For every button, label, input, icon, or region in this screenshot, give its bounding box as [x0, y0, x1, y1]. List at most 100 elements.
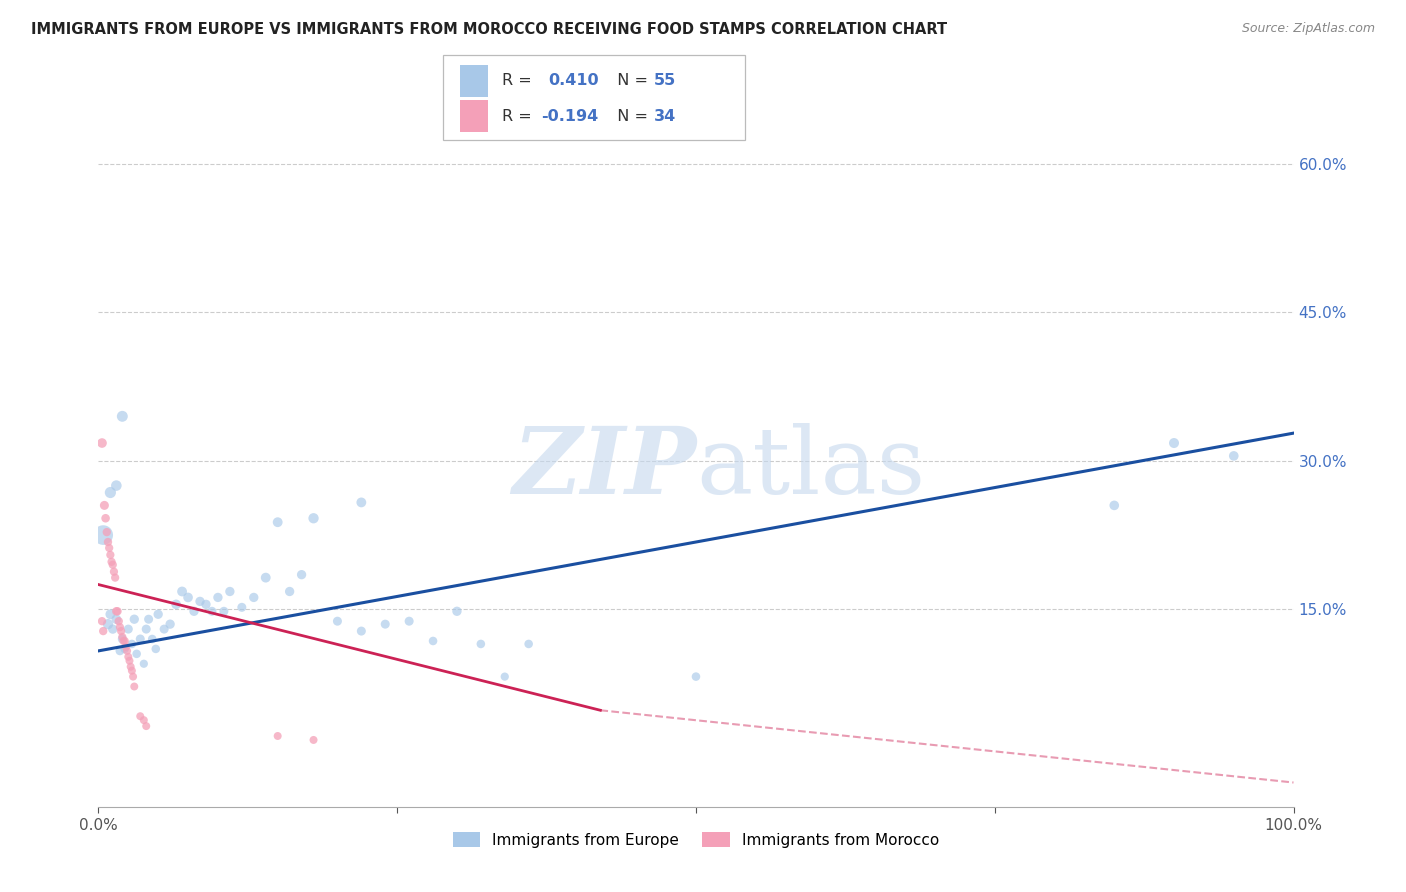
Point: [104, 571, 127, 585]
Point: [398, 614, 420, 628]
Point: [114, 634, 136, 648]
Point: [103, 565, 125, 579]
Point: [121, 637, 143, 651]
Point: [97, 535, 120, 549]
Point: [97, 617, 120, 632]
Point: [122, 670, 145, 684]
Point: [115, 640, 138, 654]
Point: [350, 624, 373, 638]
Point: [98, 607, 122, 622]
Point: [105, 604, 128, 618]
Point: [91, 624, 114, 638]
Point: [98, 485, 122, 500]
Point: [446, 604, 468, 618]
Point: [422, 634, 444, 648]
Point: [302, 733, 325, 747]
Point: [111, 630, 134, 644]
Text: -0.194: -0.194: [541, 109, 599, 124]
Text: N =: N =: [607, 73, 654, 88]
Text: ZIP: ZIP: [512, 423, 696, 513]
Point: [132, 657, 155, 671]
Point: [141, 632, 163, 646]
Point: [117, 649, 139, 664]
Point: [148, 607, 170, 622]
Point: [494, 670, 516, 684]
Text: IMMIGRANTS FROM EUROPE VS IMMIGRANTS FROM MOROCCO RECEIVING FOOD STAMPS CORRELAT: IMMIGRANTS FROM EUROPE VS IMMIGRANTS FRO…: [31, 22, 948, 37]
Point: [118, 654, 141, 668]
Point: [177, 591, 200, 605]
Point: [101, 622, 124, 636]
Text: 55: 55: [654, 73, 676, 88]
Point: [111, 409, 134, 424]
Point: [374, 617, 396, 632]
Point: [101, 558, 124, 572]
Text: R =: R =: [502, 73, 541, 88]
Point: [94, 511, 117, 525]
Point: [114, 641, 136, 656]
Point: [132, 713, 155, 727]
Point: [125, 647, 148, 661]
Point: [212, 604, 235, 618]
Point: [267, 729, 290, 743]
Point: [129, 709, 152, 723]
Point: [159, 617, 181, 632]
Point: [1223, 449, 1246, 463]
Point: [110, 624, 132, 638]
Point: [105, 612, 128, 626]
Point: [231, 600, 253, 615]
Point: [112, 634, 135, 648]
Point: [291, 567, 314, 582]
Point: [172, 584, 194, 599]
Point: [108, 644, 131, 658]
Point: [326, 614, 349, 628]
Point: [91, 614, 114, 628]
Text: 0.410: 0.410: [548, 73, 599, 88]
Point: [207, 591, 229, 605]
Point: [111, 632, 134, 646]
Point: [135, 622, 157, 636]
Point: [98, 548, 122, 562]
Point: [121, 664, 143, 678]
Point: [254, 571, 277, 585]
Legend: Immigrants from Europe, Immigrants from Morocco: Immigrants from Europe, Immigrants from …: [447, 826, 945, 854]
Point: [135, 719, 157, 733]
Point: [117, 622, 139, 636]
Text: Source: ZipAtlas.com: Source: ZipAtlas.com: [1241, 22, 1375, 36]
Point: [195, 598, 218, 612]
Point: [145, 641, 167, 656]
Point: [129, 632, 152, 646]
Point: [96, 525, 118, 540]
Point: [91, 436, 114, 450]
Point: [93, 499, 115, 513]
Point: [124, 612, 146, 626]
Point: [107, 604, 129, 618]
Point: [124, 680, 146, 694]
Point: [350, 495, 373, 509]
Point: [183, 604, 205, 618]
Point: [107, 614, 129, 628]
Point: [100, 555, 122, 569]
Point: [98, 541, 121, 555]
Point: [243, 591, 266, 605]
Point: [267, 515, 290, 529]
Point: [302, 511, 325, 525]
Point: [91, 528, 114, 542]
Point: [278, 584, 301, 599]
Point: [120, 659, 142, 673]
Point: [115, 644, 138, 658]
Point: [108, 620, 131, 634]
Point: [517, 637, 540, 651]
Point: [685, 670, 707, 684]
Text: N =: N =: [607, 109, 654, 124]
Point: [153, 622, 176, 636]
Point: [219, 584, 242, 599]
Point: [105, 478, 128, 492]
Point: [201, 604, 224, 618]
Point: [165, 598, 187, 612]
Point: [1163, 436, 1185, 450]
Point: [138, 612, 160, 626]
Text: atlas: atlas: [696, 423, 925, 513]
Point: [188, 594, 211, 608]
Text: R =: R =: [502, 109, 537, 124]
Point: [470, 637, 492, 651]
